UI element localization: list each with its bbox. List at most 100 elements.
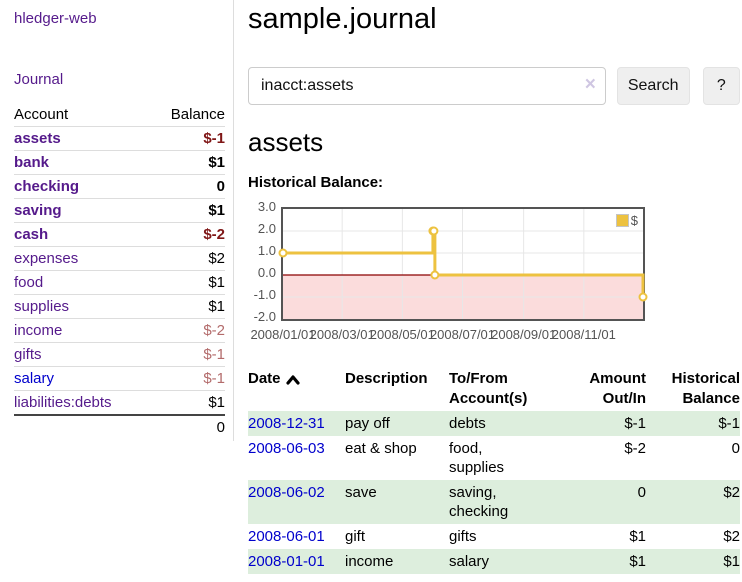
balance-column-header: Balance bbox=[170, 106, 225, 123]
search-button[interactable]: Search bbox=[616, 67, 690, 105]
transaction-date-link[interactable]: 2008-06-02 bbox=[248, 484, 325, 501]
account-link-assets[interactable]: assets bbox=[14, 126, 150, 151]
y-tick-label: 0.0 bbox=[257, 265, 276, 280]
transaction-amount: $1 bbox=[629, 528, 646, 545]
transaction-accounts: food, supplies bbox=[449, 440, 505, 476]
transaction-accounts: salary bbox=[449, 553, 490, 570]
transaction-date-link[interactable]: 2008-01-01 bbox=[248, 553, 325, 570]
search-input[interactable] bbox=[248, 67, 606, 105]
table-row: cash $-2 bbox=[14, 222, 225, 247]
transaction-description: eat & shop bbox=[345, 440, 417, 457]
table-row: food $1 bbox=[14, 270, 225, 295]
table-row: saving $1 bbox=[14, 198, 225, 223]
transaction-amount: $-1 bbox=[624, 415, 646, 432]
page-title: sample.journal bbox=[248, 3, 437, 35]
transaction-description: pay off bbox=[345, 415, 390, 432]
account-balance: $2 bbox=[149, 246, 225, 271]
chart-plot-area: $ bbox=[278, 207, 648, 321]
accounts-total: 0 bbox=[149, 414, 225, 439]
transaction-description: income bbox=[345, 553, 394, 570]
sidebar: hledger-web Journal Account Balance asse… bbox=[0, 0, 234, 441]
transaction-accounts: gifts bbox=[449, 528, 477, 545]
account-balance: $-2 bbox=[149, 222, 225, 247]
account-link-gifts[interactable]: gifts bbox=[14, 342, 150, 367]
account-link-expenses[interactable]: expenses bbox=[14, 246, 150, 271]
table-row: bank $1 bbox=[14, 150, 225, 175]
chevron-up-icon bbox=[285, 374, 300, 385]
y-tick-label: 2.0 bbox=[257, 221, 276, 236]
table-row: supplies $1 bbox=[14, 294, 225, 319]
account-column-header: Account bbox=[14, 106, 69, 123]
transaction-date-link[interactable]: 2008-06-01 bbox=[248, 528, 325, 545]
register-header-balance: Historical Balance bbox=[671, 370, 740, 407]
register-row: 2008-06-03 eat & shop food, supplies $-2… bbox=[248, 436, 740, 480]
transaction-description: gift bbox=[345, 528, 366, 545]
table-row: expenses $2 bbox=[14, 246, 225, 271]
table-row: income $-2 bbox=[14, 318, 225, 343]
help-button[interactable]: ? bbox=[702, 67, 740, 105]
transaction-accounts: debts bbox=[449, 415, 486, 432]
account-balance: $1 bbox=[149, 150, 225, 175]
table-row: liabilities:debts $1 bbox=[14, 390, 225, 415]
total-row: 0 bbox=[14, 414, 225, 439]
chart-canvas bbox=[278, 209, 648, 319]
table-row: checking 0 bbox=[14, 174, 225, 199]
register-row: 2008-01-01 income salary $1 $1 bbox=[248, 549, 740, 574]
transaction-description: save bbox=[345, 484, 377, 501]
y-tick-label: 1.0 bbox=[257, 243, 276, 258]
register-header-description: Description bbox=[345, 370, 428, 387]
x-tick-label: 2008/11/01 bbox=[551, 327, 616, 342]
account-link-cash[interactable]: cash bbox=[14, 222, 150, 247]
transaction-balance: 0 bbox=[731, 440, 740, 457]
account-balance: $1 bbox=[149, 390, 225, 415]
brand-link[interactable]: hledger-web bbox=[14, 10, 97, 27]
historical-balance-chart: $ 3.0 2.0 1.0 0.0 -1.0 -2.0 2008/01/01 2008/03… bbox=[248, 199, 648, 345]
table-row: gifts $-1 bbox=[14, 342, 225, 367]
account-balance: $-1 bbox=[149, 126, 225, 151]
x-tick-label: 2008/01/01 bbox=[250, 327, 316, 342]
account-link-salary[interactable]: salary bbox=[14, 366, 150, 391]
chart-legend: $ bbox=[613, 212, 640, 229]
register-row: 2008-06-01 gift gifts $1 $2 bbox=[248, 524, 740, 549]
account-balance: 0 bbox=[149, 174, 225, 199]
register-row: 2008-06-02 save saving, checking 0 $2 bbox=[248, 480, 740, 524]
transaction-balance: $1 bbox=[723, 553, 740, 570]
transaction-date-link[interactable]: 2008-12-31 bbox=[248, 415, 325, 432]
transaction-date-link[interactable]: 2008-06-03 bbox=[248, 440, 325, 457]
register-header-amount: Amount Out/In bbox=[589, 370, 646, 407]
main-content: sample.journal × Search ? assets Histori… bbox=[248, 0, 740, 574]
accounts-balance-table: Account Balance assets $-1 bank $1 check… bbox=[14, 103, 225, 439]
account-balance: $-1 bbox=[149, 342, 225, 367]
x-tick-label: 2008/05/01 bbox=[369, 327, 435, 342]
transaction-amount: $1 bbox=[629, 553, 646, 570]
account-link-income[interactable]: income bbox=[14, 318, 150, 343]
search-form: × Search ? bbox=[248, 67, 740, 105]
register-header-date[interactable]: Date bbox=[248, 367, 345, 411]
transaction-balance: $2 bbox=[723, 528, 740, 545]
account-balance: $1 bbox=[149, 294, 225, 319]
transaction-balance: $-1 bbox=[718, 415, 740, 432]
sidebar-item-journal[interactable]: Journal bbox=[14, 71, 64, 88]
account-link-checking[interactable]: checking bbox=[14, 174, 150, 199]
register-table: Date Description To/From Account(s) Amou… bbox=[248, 367, 740, 574]
account-balance: $1 bbox=[149, 270, 225, 295]
chart-title: Historical Balance: bbox=[248, 174, 384, 191]
clear-search-icon[interactable]: × bbox=[584, 74, 596, 95]
transaction-amount: 0 bbox=[637, 484, 646, 501]
transaction-amount: $-2 bbox=[624, 440, 646, 457]
x-tick-label: 2008/07/01 bbox=[429, 327, 496, 342]
account-link-liabilities-debts[interactable]: liabilities:debts bbox=[14, 390, 150, 415]
table-row: salary $-1 bbox=[14, 366, 225, 391]
y-tick-label: -2.0 bbox=[253, 309, 276, 324]
account-balance: $1 bbox=[149, 198, 225, 223]
x-tick-label: 2008/03/01 bbox=[309, 327, 375, 342]
transaction-balance: $2 bbox=[723, 484, 740, 501]
account-heading: assets bbox=[248, 127, 324, 157]
account-link-supplies[interactable]: supplies bbox=[14, 294, 150, 319]
table-row: assets $-1 bbox=[14, 126, 225, 151]
account-link-saving[interactable]: saving bbox=[14, 198, 150, 223]
x-tick-label: 2008/09/01 bbox=[491, 327, 557, 342]
account-link-food[interactable]: food bbox=[14, 270, 150, 295]
register-header-accounts: To/From Account(s) bbox=[449, 370, 528, 407]
account-link-bank[interactable]: bank bbox=[14, 150, 150, 175]
